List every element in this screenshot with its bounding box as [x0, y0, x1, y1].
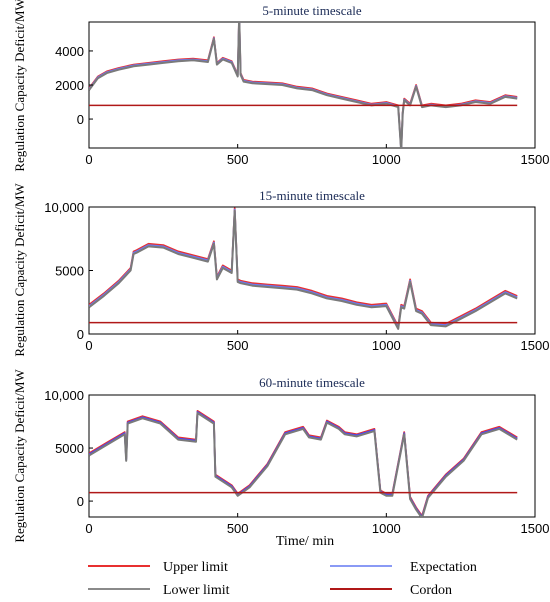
x-tick-label: 500 [227, 521, 249, 536]
series-upper-limit [89, 409, 518, 517]
series-lower-limit [89, 22, 518, 148]
panel-5-minute: 5-minute timescale 0 500 1000 1500 0 2000 400… [55, 3, 549, 167]
x-tick-label: 500 [227, 338, 249, 353]
x-tick-label: 500 [227, 152, 249, 167]
series-expectation [89, 22, 518, 148]
x-tick-label: 1000 [372, 521, 401, 536]
x-tick-label: 1500 [521, 338, 550, 353]
x-tick-label: 1000 [372, 152, 401, 167]
x-tick-label: 1000 [372, 338, 401, 353]
y-axis-label-1: Regulation Capacity Deficit/MW [12, 0, 27, 172]
y-tick-label: 0 [77, 327, 84, 342]
y-tick-label: 0 [77, 112, 84, 127]
legend-label-lower-limit: Lower limit [163, 583, 230, 598]
series-expectation [89, 411, 518, 517]
series-lower-limit [89, 412, 518, 517]
x-tick-label: 0 [85, 521, 92, 536]
y-tick-label: 10,000 [44, 200, 84, 215]
y-axis-label-2: Regulation Capacity Deficit/MW [12, 183, 27, 357]
panel-15-minute: 15-minute timescale 0 500 1000 1500 0 5000 10… [44, 188, 549, 353]
series-lower-limit [89, 209, 518, 330]
y-axis-label: Regulation Capacity Deficit/MW [12, 0, 27, 172]
legend: Upper limit Expectation Lower limit Cord… [88, 560, 477, 598]
y-tick-label: 5000 [55, 441, 84, 456]
panel-title: 60-minute timescale [259, 375, 365, 390]
panel-title: 5-minute timescale [262, 3, 362, 18]
legend-label-expectation: Expectation [410, 560, 477, 575]
legend-label-upper-limit: Upper limit [163, 560, 228, 575]
y-tick-label: 2000 [55, 78, 84, 93]
y-tick-label: 10,000 [44, 388, 84, 403]
y-tick-label: 4000 [55, 44, 84, 59]
y-tick-label: 5000 [55, 264, 84, 279]
series-expectation [89, 208, 518, 329]
y-axis-label: Regulation Capacity Deficit/MW [12, 369, 27, 543]
y-tick-label: 0 [77, 494, 84, 509]
series-upper-limit [89, 22, 518, 148]
y-axis-label: Regulation Capacity Deficit/MW [12, 183, 27, 357]
panel-title: 15-minute timescale [259, 188, 365, 203]
plot-frame [88, 21, 536, 149]
series-upper-limit [89, 207, 518, 328]
x-tick-label: 0 [85, 152, 92, 167]
y-axis-label-3: Regulation Capacity Deficit/MW [12, 369, 27, 543]
x-axis-label: Time/ min [276, 534, 334, 549]
x-tick-label: 1500 [521, 152, 550, 167]
legend-label-cordon: Cordon [410, 583, 452, 598]
x-tick-label: 1500 [521, 521, 550, 536]
x-tick-label: 0 [85, 338, 92, 353]
panel-60-minute: 60-minute timescale 0 500 1000 1500 0 5000 10… [44, 375, 549, 536]
plot-frame [88, 394, 536, 518]
